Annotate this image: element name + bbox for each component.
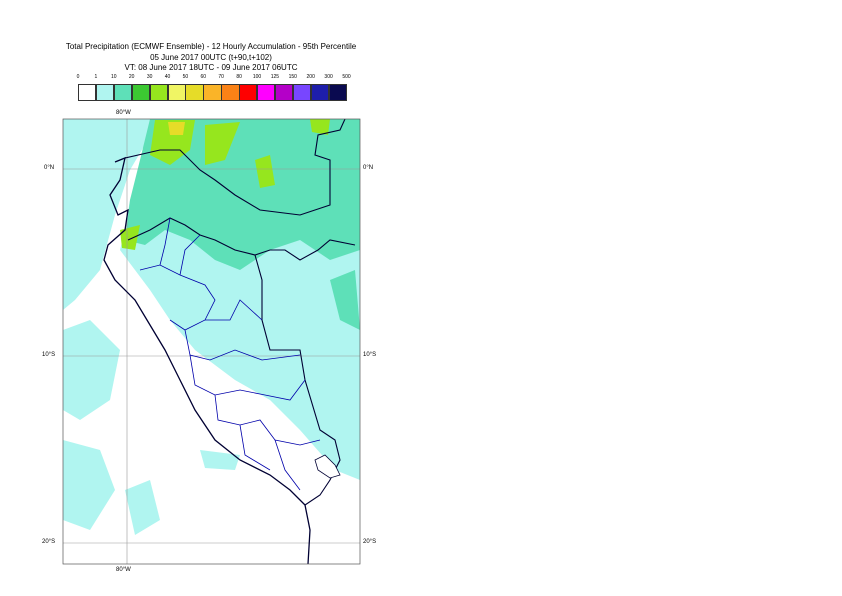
legend-swatch	[310, 84, 330, 101]
ocean-rain-patch	[200, 450, 240, 470]
valid-time: VT: 08 June 2017 18UTC - 09 June 2017 06…	[124, 63, 298, 72]
legend-swatch	[292, 84, 312, 101]
lon-label-bottom: 80°W	[116, 567, 131, 573]
ocean-rain-patch	[63, 440, 115, 530]
legend-swatch	[78, 84, 97, 101]
legend-label: 1	[94, 74, 98, 80]
country-border	[124, 119, 346, 216]
legend-label: 150	[288, 74, 297, 80]
legend-label: 50	[182, 74, 189, 80]
legend-swatch	[113, 84, 133, 101]
lake-titicaca	[314, 454, 341, 479]
legend-swatch	[257, 84, 276, 101]
lat-label-left: 0°N	[44, 165, 55, 171]
legend-label: 10	[111, 74, 117, 80]
legend-label: 20	[128, 74, 135, 80]
legend-swatch	[95, 84, 115, 101]
heavy-rain-cell	[205, 122, 240, 165]
run-date: 05 June 2017 00UTC (t+90,t+102)	[150, 53, 272, 62]
legend-label: 80	[236, 74, 242, 80]
heavy-rain-cell	[310, 119, 330, 135]
legend-swatch	[149, 84, 168, 101]
legend-label: 0	[76, 74, 80, 80]
lat-label-left: 20°S	[42, 539, 56, 545]
admin-boundaries	[139, 217, 321, 491]
lon-label-top: 80°W	[116, 110, 131, 116]
legend-label: 500	[342, 74, 351, 80]
legend-label: 300	[324, 74, 333, 80]
ocean-rain-patch	[63, 320, 120, 420]
map-title: Total Precipitation (ECMWF Ensemble) - 1…	[65, 42, 357, 51]
heavy-rain-cell	[255, 155, 275, 188]
moderate-rain-area	[125, 119, 360, 270]
legend-swatch	[203, 84, 222, 101]
legend-label: 100	[252, 74, 262, 80]
legend-label: 200	[306, 74, 315, 80]
lat-label-right: 10°S	[363, 352, 377, 358]
legend-label: 40	[164, 74, 171, 80]
country-border	[127, 217, 356, 261]
legend-swatch	[221, 84, 240, 101]
ocean-rain-area	[63, 119, 160, 310]
graticule	[63, 119, 360, 564]
legend-label: 125	[270, 74, 280, 80]
legend-swatch	[131, 84, 151, 101]
legend-swatch	[167, 84, 186, 101]
ocean-rain-patch	[125, 480, 160, 535]
intense-rain-cell	[168, 122, 185, 135]
coastline	[103, 156, 311, 564]
legend-swatch	[185, 84, 204, 101]
map-frame	[62, 118, 361, 565]
legend-swatch	[274, 84, 294, 101]
lat-label-left: 10°S	[42, 352, 56, 358]
legend-swatch	[328, 84, 347, 101]
heavy-rain-cell	[120, 225, 140, 250]
lat-label-right: 20°S	[363, 539, 377, 545]
lat-label-right: 0°N	[363, 165, 374, 171]
legend-swatch	[239, 84, 258, 101]
country-border	[254, 254, 341, 506]
legend-label: 60	[200, 74, 207, 80]
legend-label: 30	[146, 74, 153, 80]
moderate-rain-patch	[330, 270, 360, 330]
legend-label: 70	[218, 74, 224, 80]
